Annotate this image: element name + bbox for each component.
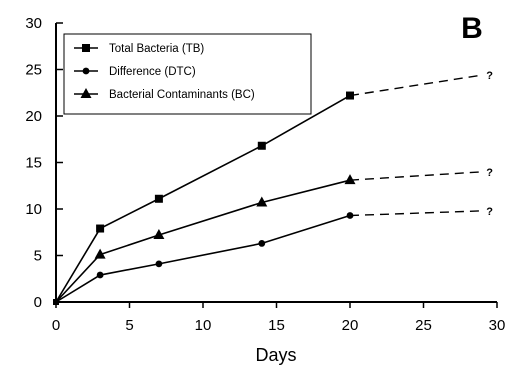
- legend-label: Difference (DTC): [109, 66, 196, 78]
- series-group: ?: [55, 70, 493, 303]
- x-tick-label: 10: [195, 317, 212, 334]
- y-tick-label: 15: [25, 155, 42, 172]
- data-point-circle: [155, 260, 163, 268]
- x-tick-label: 5: [125, 317, 133, 334]
- projection-annotation: ?: [486, 167, 493, 179]
- series-group: ?: [55, 167, 493, 303]
- projection-annotation: ?: [486, 206, 493, 218]
- projection-annotation: ?: [486, 70, 493, 82]
- legend-label: Total Bacteria (TB): [109, 43, 204, 55]
- data-point-triangle: [94, 248, 106, 259]
- projection-line: [349, 210, 483, 217]
- x-tick-label: 25: [415, 317, 432, 334]
- data-point-triangle: [256, 196, 268, 207]
- y-tick-label: 25: [25, 62, 42, 79]
- legend-box: [63, 33, 312, 115]
- projection-line: [349, 171, 483, 181]
- panel-label: B: [461, 12, 483, 45]
- data-point-square: [257, 141, 266, 150]
- y-tick-label: 0: [34, 294, 42, 311]
- legend-marker: [82, 67, 90, 75]
- series-line: [55, 179, 351, 303]
- x-tick-label: 15: [268, 317, 285, 334]
- data-point-triangle: [153, 229, 165, 240]
- projection-line: [349, 74, 483, 97]
- data-point-square: [154, 194, 163, 203]
- x-tick-label: 0: [52, 317, 60, 334]
- legend-marker: [82, 44, 90, 52]
- series-group: ?: [55, 206, 493, 303]
- data-point-square: [346, 91, 354, 100]
- data-point-circle: [96, 271, 104, 279]
- data-point-origin: [53, 299, 59, 305]
- x-axis-ticks: 0 5 10 15 20 25 30: [52, 302, 506, 334]
- data-point-square: [96, 224, 105, 233]
- legend: Total Bacteria (TB) Difference (DTC) Bacte…: [63, 33, 312, 115]
- series-line: [55, 94, 351, 303]
- legend-marker: [80, 88, 92, 98]
- data-point-circle: [258, 240, 266, 247]
- x-axis-title: Days: [255, 345, 296, 365]
- y-tick-label: 10: [25, 201, 42, 218]
- data-point-triangle: [344, 174, 356, 185]
- x-tick-label: 30: [489, 317, 506, 334]
- y-tick-label: 20: [25, 108, 42, 125]
- series-layer: ???: [53, 70, 493, 305]
- y-axis-ticks: 0 5 10 15 20 25 30: [25, 15, 63, 311]
- axes: 0 5 10 15 20 25 30 0 5 10 15 20 25 30: [25, 15, 505, 334]
- legend-label: Bacterial Contaminants (BC): [109, 89, 255, 101]
- y-tick-label: 5: [34, 248, 42, 265]
- data-point-circle: [346, 212, 354, 219]
- x-tick-label: 20: [342, 317, 359, 334]
- y-tick-label: 30: [25, 15, 42, 32]
